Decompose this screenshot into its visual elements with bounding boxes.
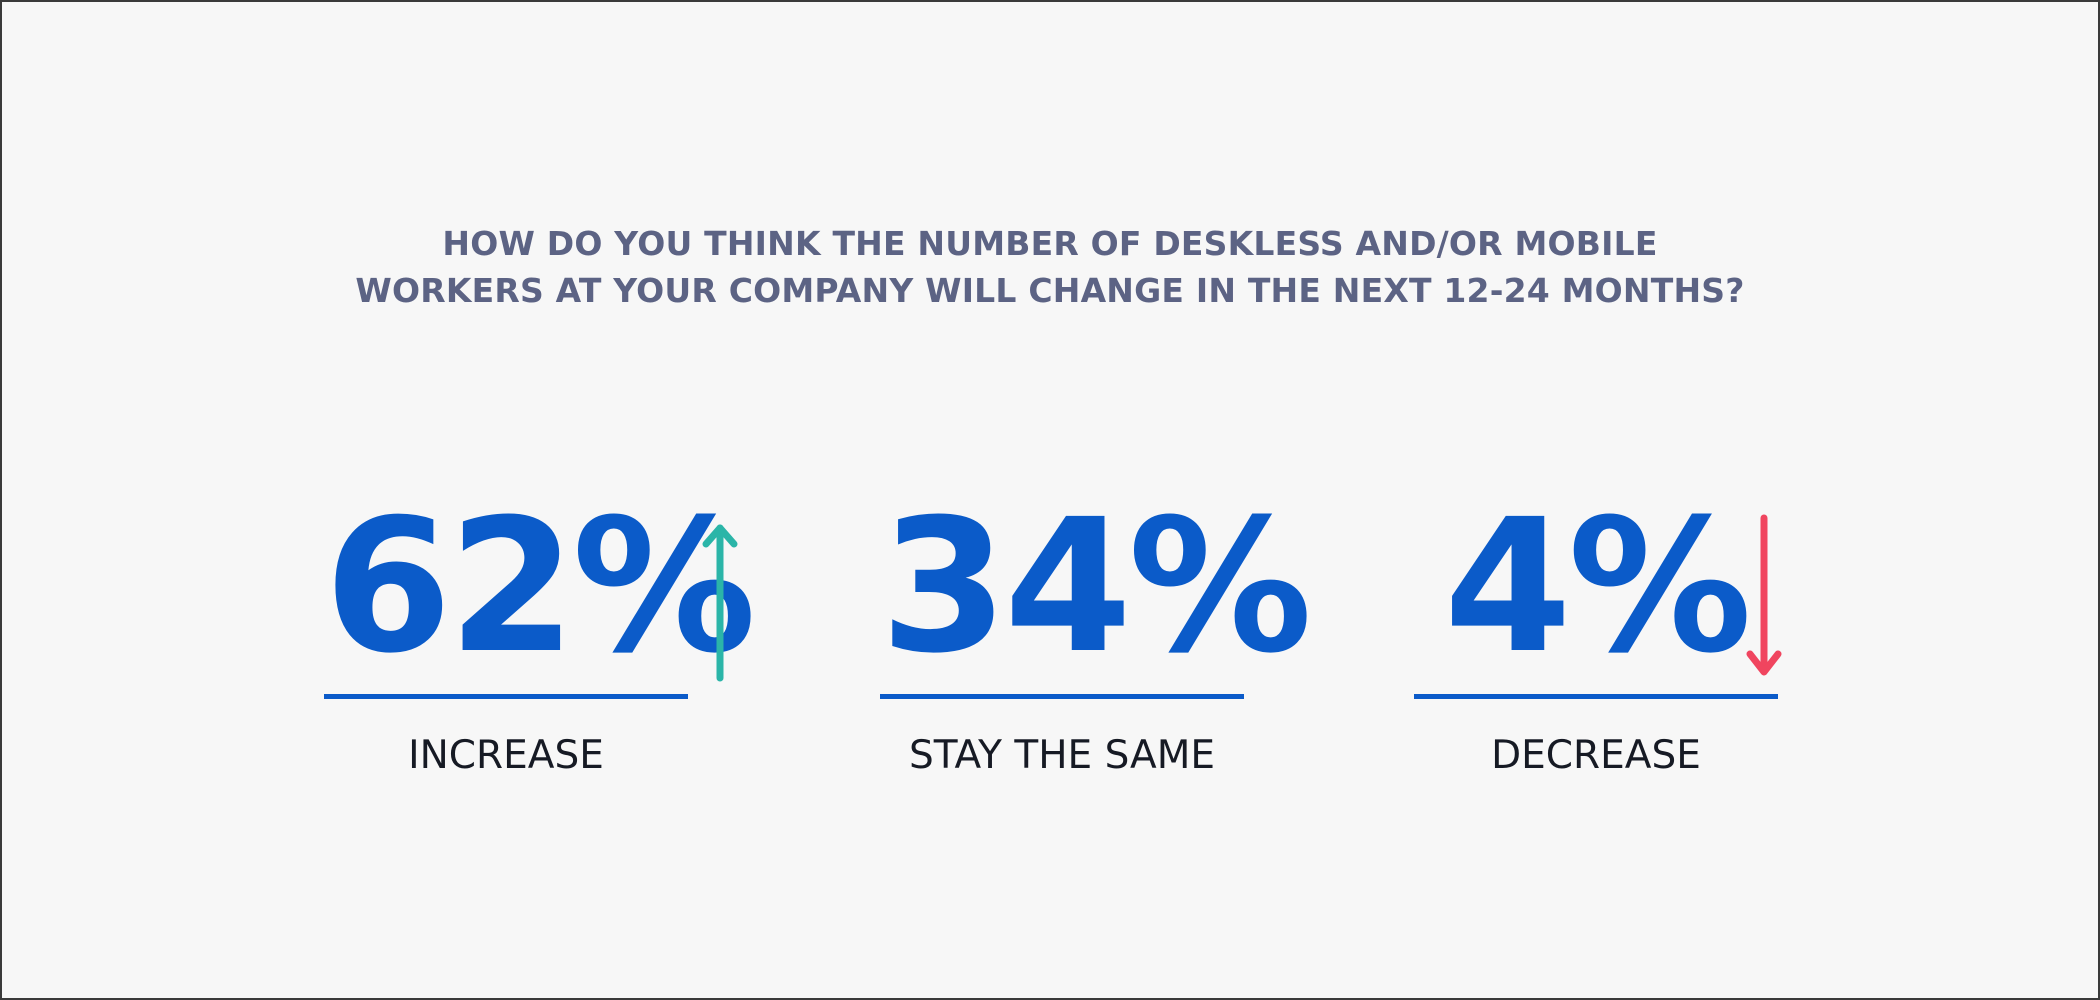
stat-divider-increase [324, 694, 688, 699]
stat-label-increase: INCREASE [408, 733, 604, 778]
stat-increase: 62% INCREASE [324, 480, 756, 792]
stat-label-stay-the-same: STAY THE SAME [908, 733, 1216, 778]
stat-decrease: 4% DECREASE [1414, 480, 1778, 792]
stat-divider-stay-the-same [880, 694, 1244, 699]
stat-divider-decrease [1414, 694, 1778, 699]
chart-title: HOW DO YOU THINK THE NUMBER OF DESKLESS … [2, 220, 2098, 314]
arrow-up-icon [700, 518, 740, 688]
stat-stay-the-same: 34% STAY THE SAME [880, 480, 1312, 792]
arrow-down-icon [1744, 512, 1784, 682]
stat-value-increase: 62% [324, 480, 756, 694]
stat-value-decrease: 4% [1443, 480, 1752, 694]
chart-title-line-1: HOW DO YOU THINK THE NUMBER OF DESKLESS … [442, 224, 1658, 263]
stat-label-decrease: DECREASE [1491, 733, 1701, 778]
stat-value-stay-the-same: 34% [880, 480, 1312, 694]
chart-title-line-2: WORKERS AT YOUR COMPANY WILL CHANGE IN T… [355, 271, 1745, 310]
